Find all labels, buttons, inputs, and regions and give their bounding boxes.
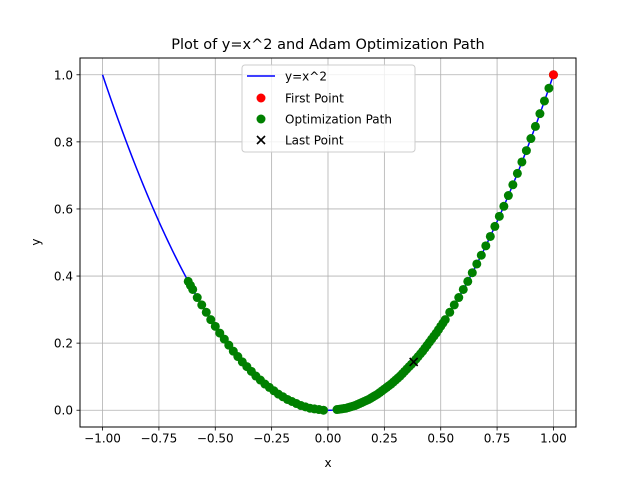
path-point [481,241,491,251]
optimization-path-layer [183,70,558,415]
x-tick-label: −0.75 [141,432,178,446]
x-axis-ticks: −1.00 −0.75 −0.50 −0.25 0.00 0.25 0.50 0.75 1.00 [84,427,567,446]
path-point [503,191,513,201]
x-tick-label: −0.50 [197,432,234,446]
path-point [494,211,504,221]
path-point [530,121,540,131]
y-tick-label: 1.0 [54,68,73,82]
marker-layer [409,70,558,367]
path-point [467,268,477,278]
last-point-marker [409,357,419,367]
legend-path-swatch [256,114,266,124]
path-point [476,250,486,260]
path-point [458,284,468,294]
legend-box [241,64,416,153]
path-point [215,328,225,338]
path-point [517,157,527,167]
y-tick-label: 0.6 [54,202,73,216]
path-point [485,231,495,241]
legend-last-point-swatch [256,135,266,145]
legend-last-point-label: Last Point [285,134,344,148]
y-tick-label: 0.8 [54,135,73,149]
path-point [197,300,207,310]
legend-path-label: Optimization Path [285,113,392,127]
x-tick-label: −0.25 [253,432,290,446]
y-tick-label: 0.0 [54,404,73,418]
path-point [512,168,522,178]
legend: y=x^2 First Point Optimization Path Last… [241,64,416,153]
path-point [490,221,500,231]
path-point [201,307,211,317]
path-point [192,293,202,303]
path-point [521,146,531,156]
y-axis-ticks: 0.0 0.2 0.4 0.6 0.8 1.0 [54,68,80,418]
x-tick-label: 0.50 [427,432,454,446]
path-point [539,96,549,106]
x-tick-label: 0.00 [315,432,342,446]
y-axis-label: y [29,238,43,245]
path-point [445,307,455,317]
legend-curve-label: y=x^2 [285,70,327,84]
path-point [454,293,464,303]
chart-title: Plot of y=x^2 and Adam Optimization Path [171,37,484,53]
path-point [449,300,459,310]
path-point [210,321,220,331]
y-tick-label: 0.2 [54,337,73,351]
legend-first-point-label: First Point [285,92,344,106]
path-point [526,134,536,144]
path-point [463,276,473,286]
path-point [499,201,509,211]
y-tick-label: 0.4 [54,270,73,284]
x-axis-label: x [324,456,331,470]
legend-first-point-swatch [256,93,266,103]
path-point [544,83,554,93]
last-point-stroke [409,357,419,367]
path-point [508,180,518,190]
path-point [206,315,216,325]
x-tick-label: 1.00 [540,432,567,446]
x-tick-label: −1.00 [84,432,121,446]
path-point [535,109,545,119]
path-point [183,276,193,286]
x-tick-label: 0.75 [484,432,511,446]
x-tick-label: 0.25 [371,432,398,446]
path-point [332,405,342,415]
first-point-marker [548,70,558,80]
path-point [472,259,482,269]
